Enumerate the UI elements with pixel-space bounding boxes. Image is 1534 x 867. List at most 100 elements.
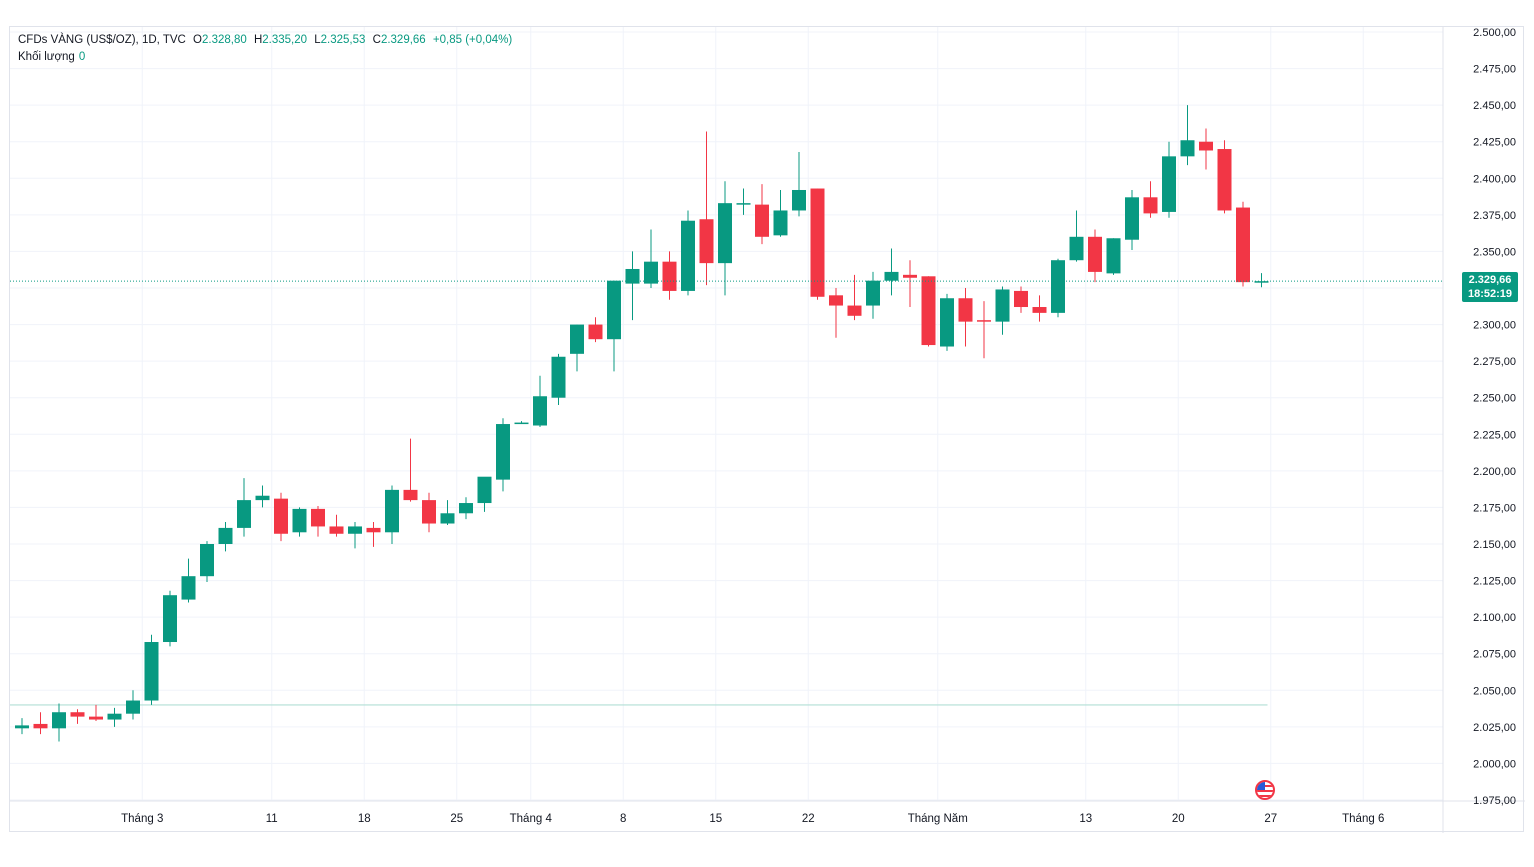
high-label: H [253,34,263,46]
candle-up [1106,238,1121,274]
candle-down [422,500,436,524]
candle-down [755,204,769,237]
y-axis-tick-label: 1.975,00 [1473,795,1516,807]
candle-down [977,320,991,322]
x-axis-tick-label: 22 [802,813,815,825]
y-axis-tick-label: 2.225,00 [1473,429,1516,441]
candle-up [940,298,954,347]
x-axis-tick-label: Tháng 4 [510,813,553,825]
y-axis-tick-label: 2.475,00 [1473,64,1516,76]
candle-up [625,268,640,284]
candle-down [903,274,917,278]
volume-legend: Khối lượng 0 [18,51,85,63]
y-axis-tick-label: 2.500,00 [1473,27,1516,39]
candle-down [311,508,325,527]
x-axis-tick-label: Tháng 3 [121,813,163,825]
close-label: C [372,34,381,46]
chart-legend: CFDs VÀNG (US$/OZ), 1D, TVC O2.328,80 H2… [18,34,516,46]
candle-down [70,712,85,717]
change-value: +0,85 (+0,04%) [432,34,513,46]
x-axis-tick-label: Tháng Năm [908,813,968,825]
candle-up [995,289,1010,322]
candle-down [1088,236,1102,272]
candle-up [144,642,159,701]
current-price-value: 2.329,66 [1468,274,1512,286]
candle-down [1014,290,1028,308]
x-axis-tick-label: 20 [1172,813,1185,825]
y-axis-tick-label: 2.050,00 [1473,685,1516,697]
candle-up [1162,156,1176,212]
candle-up [292,508,307,533]
candle-up [1254,281,1269,283]
candle-down [662,261,677,291]
close-value: 2.329,66 [380,34,426,46]
candle-up [15,725,29,729]
candle-down [1143,197,1158,214]
symbol-label: CFDs VÀNG (US$/OZ), 1D, TVC [18,34,186,46]
candle-up [255,495,270,501]
candle-up [348,526,362,534]
y-axis-tick-label: 2.250,00 [1473,393,1516,405]
candle-up [1125,197,1139,240]
candle-down [1032,307,1047,313]
candle-down [329,526,344,534]
us-flag-icon[interactable] [1255,780,1275,800]
candle-up [551,356,566,398]
y-axis-tick-label: 2.175,00 [1473,502,1516,514]
candle-down [403,489,418,501]
candle-up [514,422,529,425]
candle-down [1199,141,1213,151]
candle-up [107,713,122,720]
chart-frame[interactable]: 2.500,00 2.475,00 2.450,00 2.425,00 2.400,00… [9,26,1525,833]
x-axis-tick-label: 13 [1079,813,1092,825]
y-axis-tick-label: 2.275,00 [1473,356,1516,368]
candle-up [126,700,140,714]
candle-down [810,188,825,297]
candlestick-chart[interactable]: 2.500,00 2.475,00 2.450,00 2.425,00 2.400,00… [10,27,1525,833]
candle-up [866,280,880,306]
candle-down [274,498,288,534]
y-axis-tick-label: 2.100,00 [1473,612,1516,624]
candle-up [681,220,695,291]
y-axis-tick-label: 2.000,00 [1473,758,1516,770]
y-axis-tick-label: 2.125,00 [1473,576,1516,588]
candle-up [884,271,899,281]
candle-up [385,489,399,533]
x-axis-tick-label: 11 [266,813,278,825]
current-price-tag: 2.329,66 18:52:19 [1462,272,1518,302]
candle-down [699,219,714,264]
candle-up [533,396,547,426]
candle-down [829,295,843,306]
low-label: L [314,34,321,46]
low-value: 2.325,53 [320,34,366,46]
bar-countdown: 18:52:19 [1467,288,1513,300]
candle-up [52,712,66,729]
candle-up [237,500,251,528]
y-axis-tick-label: 2.025,00 [1473,722,1516,734]
candle-up [1051,260,1065,313]
candle-up [459,503,473,514]
x-axis-tick-label: 15 [709,813,722,825]
candle-up [1180,140,1195,157]
candle-up [718,203,732,264]
volume-label: Khối lượng [18,51,75,63]
y-axis-tick-label: 2.350,00 [1473,246,1516,258]
y-axis-tick-label: 2.200,00 [1473,466,1516,478]
candle-up [477,476,492,504]
candle-up [773,210,788,236]
open-label: O [193,34,202,46]
x-axis-tick-label: Tháng 6 [1342,813,1384,825]
x-axis-tick-label: 8 [620,813,626,825]
candle-up [570,324,584,354]
candle-up [200,544,214,577]
y-axis-tick-label: 2.300,00 [1473,320,1516,332]
candle-up [607,280,621,340]
candle-down [366,527,381,533]
high-value: 2.335,20 [262,34,308,46]
candle-up [440,513,455,524]
candle-up [792,189,806,211]
open-value: 2.328,80 [202,34,247,46]
candle-down [588,324,603,340]
y-axis-tick-label: 2.075,00 [1473,649,1516,661]
x-axis-tick-label: 27 [1264,813,1277,825]
